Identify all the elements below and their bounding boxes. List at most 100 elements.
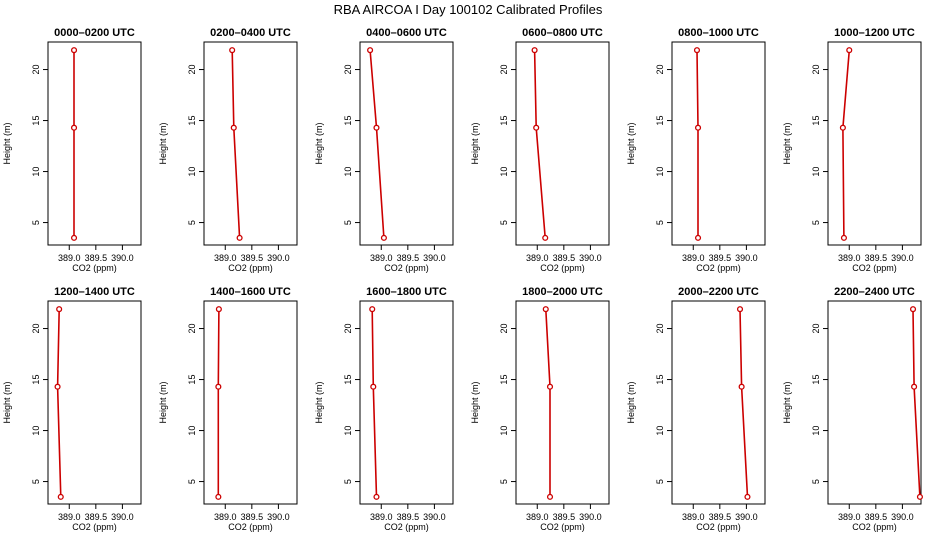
panel-9: 1600–1800 UTC 389.0 389.5 390.0 5 10 15 20 CO2 (… (314, 286, 454, 532)
plot-frame (515, 41, 610, 246)
plot-frame (671, 300, 766, 505)
y-tick-label: 15 (31, 375, 41, 385)
profile-point (369, 306, 376, 313)
y-tick-label: 5 (655, 479, 665, 484)
panel-title: 2200–2400 UTC (834, 286, 915, 298)
y-tick-label: 5 (811, 479, 821, 484)
panel-title: 0000–0200 UTC (54, 27, 135, 39)
profile-point (533, 124, 540, 131)
profile-point (909, 306, 917, 313)
profile-line (56, 309, 62, 497)
x-tick-label: 389.0 (682, 512, 705, 522)
y-tick-label: 5 (343, 220, 353, 225)
y-tick-label: 15 (187, 375, 197, 385)
x-tick-label: 389.5 (241, 512, 264, 522)
x-axis-label: CO2 (ppm) (228, 522, 273, 532)
profile-point (70, 124, 78, 131)
y-tick-label: 5 (499, 220, 509, 225)
x-tick-label: 389.0 (526, 512, 549, 522)
profile-point (546, 493, 554, 500)
figure-title: RBA AIRCOA I Day 100102 Calibrated Profi… (334, 2, 603, 17)
y-tick-label: 20 (31, 324, 41, 334)
y-axis-label: Height (m) (626, 122, 636, 164)
panel-title: 1800–2000 UTC (522, 286, 603, 298)
x-axis-label: CO2 (ppm) (72, 263, 117, 273)
x-tick-label: 390.0 (423, 512, 446, 522)
panel-12: 2200–2400 UTC 389.0 389.5 390.0 5 10 15 20 CO2 (… (782, 286, 923, 532)
plot-frame (203, 41, 298, 246)
y-tick-label: 15 (499, 116, 509, 126)
y-tick-label: 10 (811, 167, 821, 177)
x-tick-label: 389.5 (865, 253, 888, 263)
x-tick-label: 390.0 (423, 253, 446, 263)
plot-frame (671, 41, 766, 246)
profile-line (371, 309, 378, 497)
panel-title: 1000–1200 UTC (834, 27, 915, 39)
y-tick-label: 20 (31, 65, 41, 75)
x-tick-label: 389.0 (682, 253, 705, 263)
y-tick-label: 20 (811, 324, 821, 334)
y-axis-label: Height (m) (2, 122, 12, 164)
panel-11: 2000–2200 UTC 389.0 389.5 390.0 5 10 15 20 CO2 (… (626, 286, 766, 532)
y-tick-label: 5 (811, 220, 821, 225)
profile-line (696, 50, 699, 238)
profile-point (846, 47, 853, 54)
y-tick-label: 20 (499, 65, 509, 75)
x-axis-label: CO2 (ppm) (696, 522, 741, 532)
y-tick-label: 20 (499, 324, 509, 334)
y-tick-label: 10 (31, 167, 41, 177)
x-tick-label: 389.0 (214, 253, 237, 263)
profile-line (533, 50, 546, 238)
panel-1: 0000–0200 UTC 389.0 389.5 390.0 5 10 15 20 CO2 (… (2, 27, 142, 273)
panel-title: 1200–1400 UTC (54, 286, 135, 298)
profile-point (57, 493, 64, 500)
y-tick-label: 15 (811, 375, 821, 385)
panel-8: 1400–1600 UTC 389.0 389.5 390.0 5 10 15 20 CO2 (… (158, 286, 298, 532)
y-tick-label: 15 (655, 116, 665, 126)
profile-point (839, 124, 846, 131)
x-tick-label: 390.0 (579, 512, 602, 522)
profile-point (236, 234, 243, 241)
profile-point (542, 306, 549, 313)
profile-point (694, 124, 702, 131)
y-tick-label: 10 (343, 167, 353, 177)
plot-frame (47, 300, 142, 505)
panel-7: 1200–1400 UTC 389.0 389.5 390.0 5 10 15 20 CO2 (… (2, 286, 142, 532)
panel-2: 0200–0400 UTC 389.0 389.5 390.0 5 10 15 20 CO2 (… (158, 27, 298, 273)
y-tick-label: 15 (655, 375, 665, 385)
x-tick-label: 389.5 (709, 253, 732, 263)
x-tick-label: 390.0 (891, 512, 914, 522)
plot-frame (203, 300, 298, 505)
x-axis-label: CO2 (ppm) (696, 263, 741, 273)
profile-point (215, 306, 222, 313)
panel-6: 1000–1200 UTC 389.0 389.5 390.0 5 10 15 20 CO2 (… (782, 27, 922, 273)
x-tick-label: 389.5 (553, 512, 576, 522)
x-axis-label: CO2 (ppm) (852, 522, 897, 532)
y-tick-label: 20 (655, 65, 665, 75)
x-tick-label: 389.0 (58, 512, 81, 522)
y-tick-label: 5 (31, 220, 41, 225)
profile-line (842, 50, 851, 238)
y-tick-label: 10 (343, 426, 353, 436)
y-tick-label: 20 (187, 65, 197, 75)
plot-frame (827, 300, 922, 505)
profile-point (380, 234, 387, 241)
y-tick-label: 20 (811, 65, 821, 75)
x-tick-label: 389.5 (397, 512, 420, 522)
profile-line (912, 309, 921, 497)
panel-4: 0600–0800 UTC 389.0 389.5 390.0 5 10 15 20 CO2 (… (470, 27, 610, 273)
y-tick-label: 5 (187, 220, 197, 225)
panel-3: 0400–0600 UTC 389.0 389.5 390.0 5 10 15 20 CO2 (… (314, 27, 454, 273)
x-tick-label: 390.0 (267, 512, 290, 522)
profile-line (217, 309, 220, 497)
x-tick-label: 390.0 (111, 512, 134, 522)
y-tick-label: 5 (187, 479, 197, 484)
x-tick-label: 389.5 (85, 253, 108, 263)
profile-point (215, 383, 222, 390)
y-tick-label: 15 (343, 116, 353, 126)
panel-title: 0400–0600 UTC (366, 27, 447, 39)
x-tick-label: 389.5 (553, 253, 576, 263)
x-tick-label: 389.5 (85, 512, 108, 522)
